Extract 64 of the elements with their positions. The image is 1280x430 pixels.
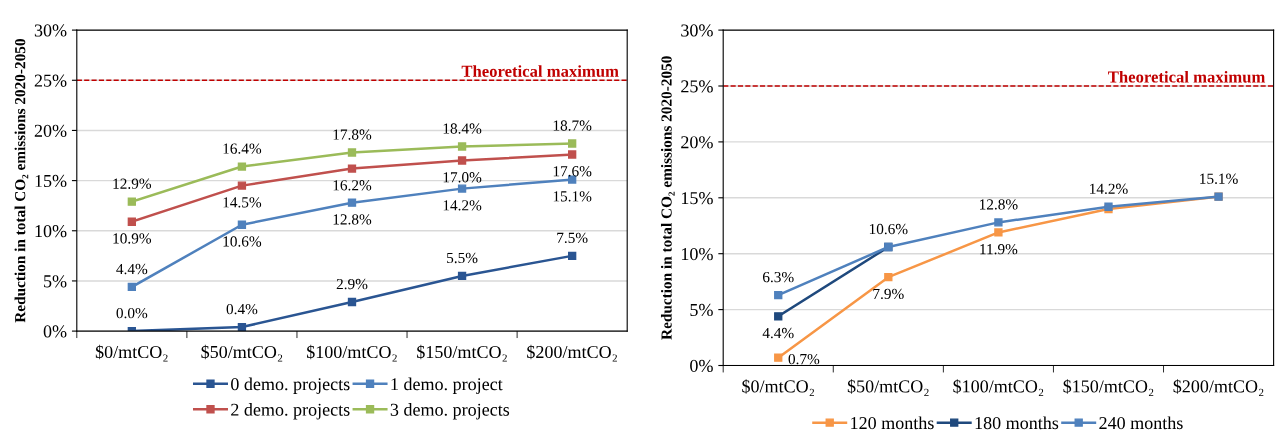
ref-line-label: Theoretical maximum [461,65,619,77]
x-tick-label: $100/mtCO₂ [306,344,397,362]
y-tick-label: 30% [681,24,713,37]
data-label: 10.6% [223,236,262,247]
y-tick-label: 0% [690,359,713,372]
data-label: 18.7% [553,120,592,131]
y-tick-label: 30% [34,24,67,37]
legend-label: 2 demo. projects [231,403,350,420]
data-label: 10.9% [113,233,152,244]
y-tick-label: 5% [690,303,713,317]
data-label: 6.3% [762,271,794,283]
data-label: 12.9% [113,178,152,189]
x-tick-label: $150/mtCO₂ [417,344,507,362]
data-label: 14.2% [443,200,482,211]
data-label: 15.1% [1200,173,1238,184]
x-tick-label: $0/mtCO₂ [95,344,168,362]
y-tick-label: 10% [681,247,713,261]
legend-label: 3 demo. projects [390,403,510,420]
legend-label: 1 demo. project [391,377,503,394]
data-label: 18.4% [443,123,482,134]
data-label: 14.5% [223,197,262,208]
data-label: 4.4% [116,263,148,275]
data-label: 15.1% [553,191,592,202]
y-tick-label: 15% [35,174,67,188]
data-label: 0.7% [788,353,820,365]
y-tick-label: 5% [44,275,67,288]
x-tick-label: $50/mtCO₂ [201,344,283,362]
legend-label: 120 months [851,416,934,430]
ref-line-label: Theoretical maximum [1108,70,1266,83]
data-label: 7.5% [557,232,588,244]
y-tick-label: 15% [681,192,713,205]
y-axis-title: Reduction in total CO₂ emissions 2020-2050 [14,39,29,323]
y-tick-label: 25% [34,74,67,87]
x-tick-label: $50/mtCO₂ [847,379,929,396]
data-label: 17.6% [553,166,592,177]
data-label: 12.8% [980,199,1018,210]
legend-label: 180 months [975,416,1059,430]
data-label: 0.0% [116,307,148,319]
y-tick-label: 25% [681,80,713,93]
data-label: 7.9% [873,288,904,300]
data-label: 2.9% [336,278,368,290]
y-tick-label: 20% [34,124,67,137]
data-label: 17.8% [333,129,372,140]
legend-label: 0 demo. projects [231,377,350,394]
y-tick-label: 0% [43,325,67,338]
data-label: 17.0% [443,172,482,183]
y-axis-title: Reduction in total CO₂ emissions 2020-2050 [660,56,675,340]
x-tick-label: $100/mtCO₂ [953,379,1044,396]
x-tick-label: $150/mtCO₂ [1063,379,1154,396]
legend-label: 240 months [1099,416,1183,430]
x-tick-label: $0/mtCO₂ [742,379,815,396]
data-label: 10.6% [869,223,908,235]
data-label: 16.2% [333,180,372,191]
data-label: 12.8% [333,214,372,225]
y-tick-label: 10% [35,225,67,238]
data-label: 5.5% [447,252,478,264]
data-label: 4.4% [762,327,794,339]
data-label: 16.4% [223,143,262,154]
data-label: 0.4% [226,303,258,315]
data-label: 11.9% [980,244,1018,255]
x-tick-label: $200/mtCO₂ [1173,379,1264,396]
y-tick-label: 20% [681,136,713,149]
x-tick-label: $200/mtCO₂ [527,344,617,362]
data-label: 14.2% [1090,183,1128,194]
